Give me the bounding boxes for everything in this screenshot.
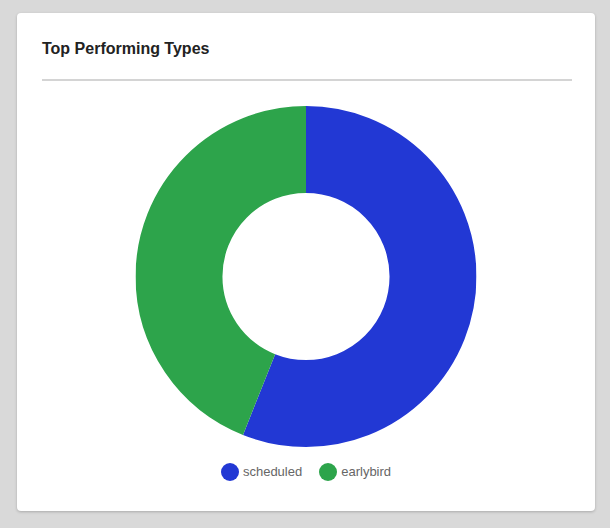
doughnut-svg <box>136 106 477 447</box>
title-divider <box>42 79 572 81</box>
card-title: Top Performing Types <box>42 39 209 58</box>
legend-swatch-icon <box>319 463 337 481</box>
chart-legend: scheduled earlybird <box>17 461 595 483</box>
chart-card: Top Performing Types scheduled earlybird <box>17 13 595 511</box>
legend-item-scheduled[interactable]: scheduled <box>221 462 302 482</box>
legend-swatch-icon <box>221 463 239 481</box>
legend-item-earlybird[interactable]: earlybird <box>319 462 391 482</box>
legend-label: earlybird <box>341 462 391 482</box>
doughnut-chart[interactable] <box>136 106 477 447</box>
legend-label: scheduled <box>243 462 302 482</box>
